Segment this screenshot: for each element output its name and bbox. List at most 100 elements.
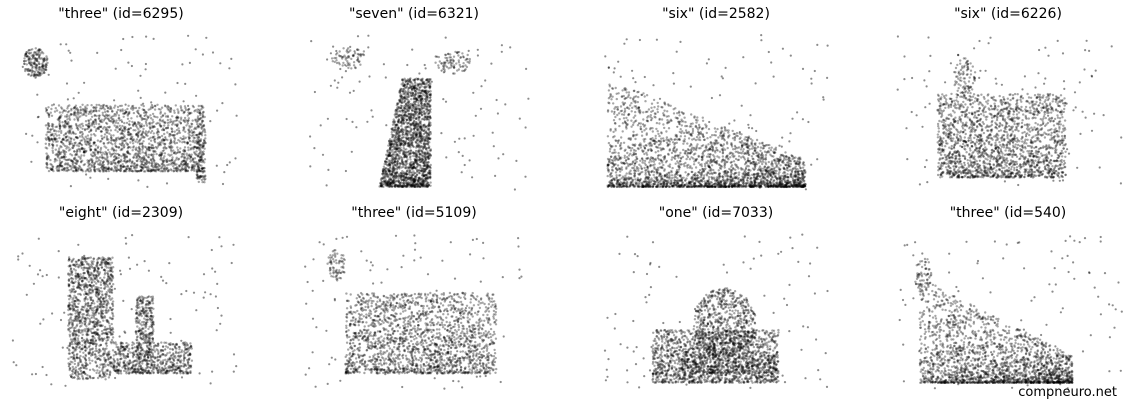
scatter-point [77, 142, 80, 145]
scatter-point [175, 116, 178, 119]
scatter-point [82, 163, 86, 167]
scatter-point [408, 117, 411, 120]
scatter-point [707, 127, 711, 131]
scatter-point [175, 128, 179, 132]
scatter-point [191, 104, 195, 108]
scatter-point [155, 166, 159, 169]
scatter-point [64, 132, 68, 135]
scatter-point [384, 172, 387, 176]
scatter-point-noise [92, 109, 95, 112]
scatter-point [54, 148, 57, 151]
scatter-point [402, 140, 405, 143]
scatter-point [125, 111, 128, 114]
scatter-point [50, 163, 53, 167]
scatter-point [148, 149, 152, 152]
scatter-point [86, 125, 90, 128]
scatter-point [128, 134, 132, 137]
scatter-point [87, 170, 91, 173]
scatter-point [413, 132, 416, 135]
scatter-point [400, 137, 403, 140]
scatter-point [105, 122, 109, 126]
scatter-point [142, 127, 145, 131]
scatter-point [134, 124, 138, 128]
scatter-point [58, 116, 61, 119]
scatter-point [444, 53, 448, 57]
scatter-point [155, 152, 158, 156]
scatter-point [54, 153, 57, 156]
scatter-point [153, 104, 157, 108]
scatter-point [64, 109, 67, 113]
scatter-point [99, 163, 102, 166]
scatter-point [442, 64, 445, 67]
scatter-point [152, 157, 155, 160]
scatter-point-noise [504, 103, 507, 106]
scatter-point-noise [509, 46, 512, 49]
scatter-point [73, 106, 76, 110]
scatter-point [93, 165, 96, 168]
scatter-point [89, 129, 92, 133]
scatter-point [182, 119, 185, 122]
scatter-point [79, 126, 82, 129]
scatter-point [391, 140, 394, 143]
scatter-point [46, 126, 49, 130]
scatter-point [421, 80, 424, 83]
scatter-point [120, 137, 123, 140]
scatter-point-noise [209, 120, 212, 123]
scatter-point [98, 169, 102, 172]
scatter-point [440, 62, 443, 65]
scatter-point [193, 161, 196, 164]
scatter-point [385, 179, 388, 183]
scatter-point [98, 116, 101, 120]
scatter-point [165, 167, 168, 170]
scatter-point [147, 145, 150, 149]
scatter-point [109, 155, 113, 158]
scatter-point [122, 146, 125, 149]
scatter-point [59, 145, 62, 148]
scatter-point [86, 161, 90, 164]
scatter-point-noise [410, 112, 413, 115]
scatter-point [94, 170, 97, 173]
scatter-point [140, 116, 143, 120]
scatter-point [47, 106, 50, 109]
scatter-point [60, 114, 63, 117]
scatter-point [153, 149, 156, 153]
scatter-point [99, 151, 102, 154]
scatter-point [75, 162, 78, 166]
scatter-point-noise [124, 103, 127, 106]
scatter-point [416, 77, 420, 81]
scatter-point [167, 153, 170, 156]
scatter-point [67, 122, 70, 125]
scatter-point [152, 150, 155, 154]
scatter-point [47, 137, 51, 140]
scatter-point [190, 123, 194, 126]
scatter-point [196, 110, 199, 114]
scatter-point [425, 183, 428, 186]
scatter-point [421, 136, 424, 139]
scatter-point-noise [169, 139, 172, 142]
scatter-point [115, 170, 118, 173]
scatter-point [140, 136, 143, 139]
scatter-point [401, 90, 404, 93]
scatter-point [163, 163, 166, 167]
scatter-point [172, 170, 175, 173]
scatter-point [71, 146, 75, 150]
scatter-point [352, 64, 356, 67]
scatter-point-noise [47, 73, 50, 76]
scatter-point [34, 47, 37, 50]
scatter-point [400, 160, 404, 163]
scatter-point-noise [201, 53, 204, 56]
scatter-point [46, 137, 50, 140]
scatter-point [184, 108, 188, 112]
scatter-point [462, 62, 465, 65]
scatter-point [55, 134, 58, 137]
scatter-point [46, 131, 49, 134]
scatter-point [42, 52, 45, 55]
scatter-point [95, 103, 98, 107]
scatter-point [68, 115, 71, 118]
scatter-point [74, 153, 77, 156]
scatter-point [137, 151, 140, 154]
scatter-point [168, 163, 171, 166]
scatter-point [658, 134, 661, 138]
scatter-point [415, 167, 418, 171]
scatter-point [160, 166, 164, 169]
